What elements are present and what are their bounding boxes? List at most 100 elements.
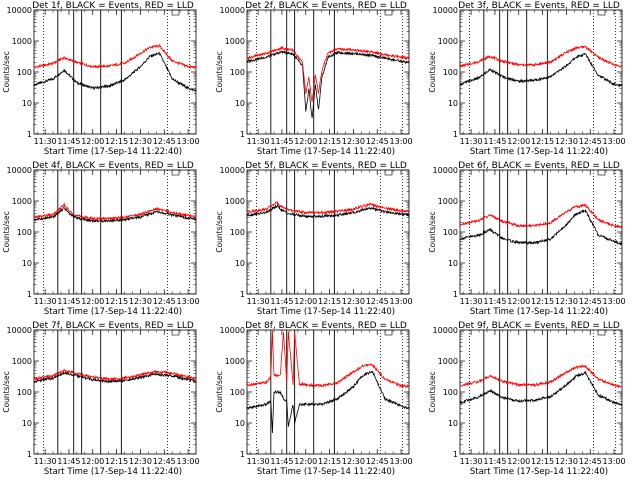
y-tick-label: 1000 [12,357,32,366]
series-lld-line [459,45,622,69]
chart-title: Det 6f, BLACK = Events, RED = LLD [458,161,620,171]
plot-frame [459,329,623,455]
x-tick-label: 12:15 [318,457,341,466]
plot-frame [246,9,410,135]
chart-panel-det-3: Det 3f, BLACK = Events, RED = LLD 1 10 100 1… [426,0,639,160]
y-tick-label: 1000 [438,197,458,206]
y-tick-label: 100 [443,388,458,397]
series-events-line [33,206,197,224]
y-axis-label: Counts/sec [428,371,437,412]
series-lld-line [33,44,197,70]
y-axis-label: Counts/sec [428,51,437,92]
x-tick-label: 12:30 [129,457,152,466]
series-events-line [246,203,410,219]
series-events-line [246,370,410,434]
x-tick-label: 11:30 [460,457,483,466]
y-tick-label: 1 [240,130,245,139]
x-tick-label: 12:30 [555,457,578,466]
x-tick-label: 12:30 [555,297,578,306]
y-tick-label: 1000 [438,357,458,366]
y-tick-label: 10000 [220,326,245,335]
x-tick-label: 13:00 [177,457,200,466]
x-tick-label: 11:30 [460,137,483,146]
series-lld-line [246,330,410,389]
y-axis-label: Counts/sec [215,371,224,412]
y-tick-label: 1 [240,450,245,459]
chart-svg: Det 7f, BLACK = Events, RED = LLD 1 10 100 1… [2,321,200,477]
y-tick-label: 10000 [7,326,32,335]
chart-title: Det 8f, BLACK = Events, RED = LLD [245,321,407,331]
chart-title: Det 5f, BLACK = Events, RED = LLD [245,161,407,171]
x-tick-label: 13:00 [603,457,626,466]
y-tick-label: 100 [17,68,32,77]
x-tick-label: 12:00 [81,137,104,146]
series-events-line [33,50,197,93]
x-tick-label: 11:30 [460,297,483,306]
y-tick-label: 10000 [220,166,245,175]
x-tick-label: 13:00 [390,137,413,146]
x-tick-label: 12:00 [294,457,317,466]
plot-frame [246,169,410,295]
series-lld-line [33,369,197,381]
x-tick-label: 12:30 [342,137,365,146]
x-tick-label: 12:45 [579,297,602,306]
x-tick-label: 11:45 [483,137,506,146]
chart-panel-det-5: Det 5f, BLACK = Events, RED = LLD 1 10 100 1… [213,160,426,320]
x-tick-label: 12:45 [366,137,389,146]
y-tick-label: 1000 [438,37,458,46]
y-tick-label: 10 [448,99,458,108]
x-tick-label: 12:00 [507,137,530,146]
y-tick-label: 1 [453,130,458,139]
x-tick-label: 13:00 [177,137,200,146]
y-tick-label: 100 [230,68,245,77]
x-tick-label: 11:45 [57,137,80,146]
x-tick-label: 11:45 [57,457,80,466]
series-lld-line [246,45,410,103]
y-tick-label: 100 [443,68,458,77]
chart-title: Det 2f, BLACK = Events, RED = LLD [245,1,407,11]
plot-frame [33,329,197,455]
chart-svg: Det 4f, BLACK = Events, RED = LLD 1 10 100 1… [2,161,200,317]
chart-title: Det 3f, BLACK = Events, RED = LLD [458,1,620,11]
x-tick-label: 12:30 [342,297,365,306]
y-tick-label: 1000 [225,37,245,46]
y-tick-label: 10000 [7,6,32,15]
chart-svg: Det 1f, BLACK = Events, RED = LLD 1 10 100 1… [2,1,200,157]
x-tick-label: 11:30 [247,137,270,146]
x-tick-label: 11:45 [483,297,506,306]
x-tick-label: 12:00 [294,137,317,146]
x-axis-label: Start Time (17-Sep-14 11:22:40) [44,307,182,317]
x-tick-label: 12:15 [105,297,128,306]
series-events-line [459,52,623,88]
chart-svg: Det 9f, BLACK = Events, RED = LLD 1 10 100 1… [428,321,626,477]
y-tick-label: 1 [453,450,458,459]
y-tick-label: 1 [240,290,245,299]
x-tick-label: 12:30 [129,297,152,306]
x-tick-label: 12:00 [507,457,530,466]
x-tick-label: 12:00 [81,297,104,306]
x-tick-label: 12:00 [294,297,317,306]
x-tick-label: 12:00 [81,457,104,466]
x-axis-label: Start Time (17-Sep-14 11:22:40) [470,307,608,317]
y-tick-label: 1000 [225,357,245,366]
y-tick-label: 10000 [433,6,458,15]
y-tick-label: 10000 [433,166,458,175]
x-tick-label: 12:15 [105,457,128,466]
series-events-line [33,371,197,384]
x-tick-label: 12:30 [555,137,578,146]
x-axis-label: Start Time (17-Sep-14 11:22:40) [257,467,395,477]
y-tick-label: 10 [22,259,32,268]
y-tick-label: 10000 [220,6,245,15]
y-tick-label: 1000 [12,37,32,46]
x-tick-label: 13:00 [177,297,200,306]
x-tick-label: 13:00 [603,137,626,146]
x-tick-label: 12:30 [129,137,152,146]
y-tick-label: 100 [230,388,245,397]
x-tick-label: 11:30 [34,297,57,306]
y-tick-label: 100 [17,228,32,237]
x-axis-label: Start Time (17-Sep-14 11:22:40) [44,467,182,477]
y-tick-label: 1 [27,290,32,299]
x-tick-label: 12:15 [318,137,341,146]
chart-svg: Det 3f, BLACK = Events, RED = LLD 1 10 100 1… [428,1,626,157]
